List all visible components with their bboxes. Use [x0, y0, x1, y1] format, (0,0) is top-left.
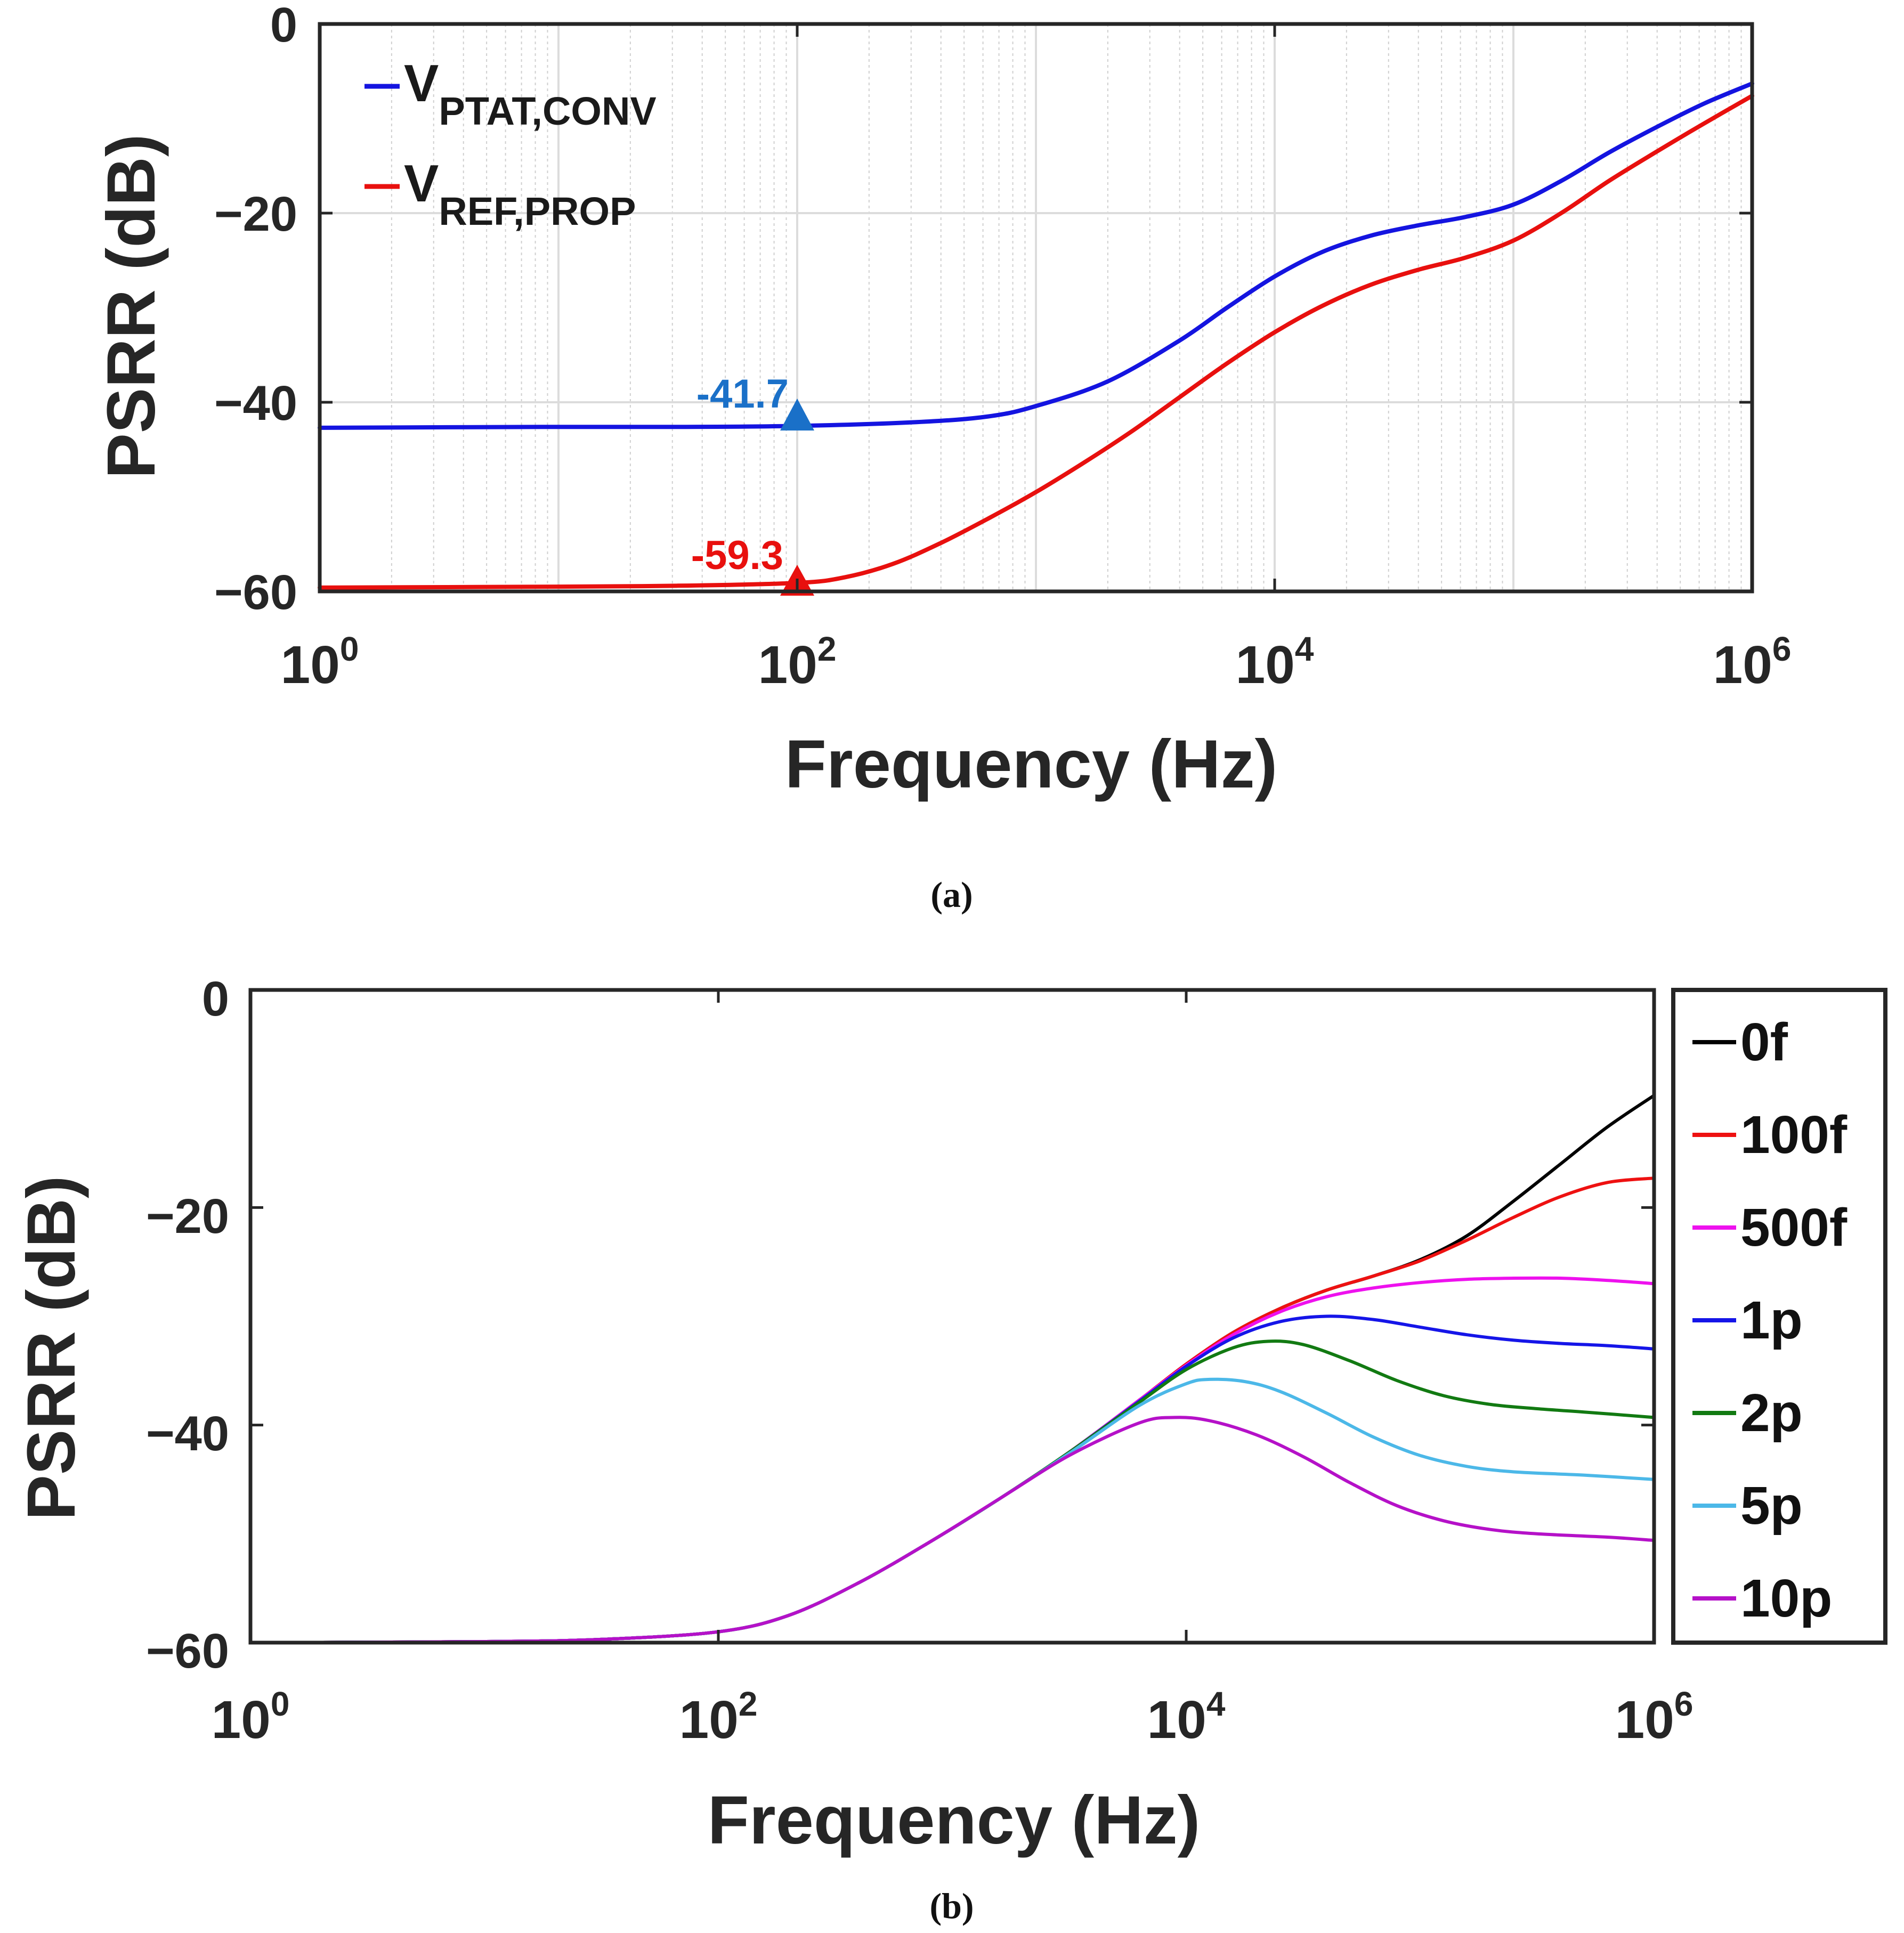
panel-a-xtick-1: 102 — [758, 630, 837, 695]
panel-a-ytick-2: −40 — [214, 376, 297, 431]
legend-label-5p: 5p — [1740, 1476, 1803, 1536]
panel-a-annotation-prop: -59.3 — [691, 533, 783, 578]
legend-label-500f: 500f — [1740, 1198, 1848, 1257]
panel-a-axes-frame — [318, 22, 1754, 594]
panel-b-ylabel: PSRR (dB) — [13, 1175, 90, 1520]
panel-a-tick-marks — [318, 22, 1754, 593]
series-line-ref-prop — [318, 93, 1754, 590]
panel-b: 0 −20 −40 −60 100 102 104 106 Frequency … — [13, 972, 1887, 1926]
panel-b-legend: 0f 100f 500f 1p 2p 5p 10p — [1692, 1012, 1848, 1628]
panel-a-ylabel: PSRR (dB) — [93, 134, 169, 478]
panel-b-axes-frame — [248, 988, 1656, 1645]
panel-a-annotation-conv: -41.7 — [696, 371, 789, 417]
panel-a-xtick-0: 100 — [281, 630, 359, 695]
panel-b-tick-marks — [249, 988, 1656, 1644]
panel-b-xtick-0: 100 — [212, 1685, 290, 1750]
panel-a-marker-conv — [780, 399, 814, 431]
legend-label-2p: 2p — [1740, 1383, 1803, 1443]
panel-b-ytick-1: −20 — [146, 1189, 229, 1244]
legend-label-1p: 1p — [1740, 1290, 1803, 1350]
legend-label-10p: 10p — [1740, 1569, 1832, 1628]
panel-a-ytick-0: 0 — [270, 0, 297, 52]
series-line-1p — [249, 1314, 1656, 1644]
legend-label-100f: 100f — [1740, 1105, 1848, 1165]
panel-b-legend-box — [1671, 988, 1887, 1645]
panel-b-xtick-2: 104 — [1147, 1685, 1226, 1750]
panel-b-ytick-2: −40 — [146, 1407, 229, 1461]
series-line-0f — [249, 1094, 1656, 1644]
panel-a-caption: (a) — [930, 874, 973, 915]
panel-b-xtick-3: 106 — [1615, 1685, 1694, 1750]
panel-b-ytick-0: 0 — [202, 972, 229, 1026]
series-line-2p — [249, 1339, 1656, 1644]
panel-a-xlabel: Frequency (Hz) — [785, 726, 1278, 802]
series-line-10p — [249, 1416, 1656, 1644]
panel-a-ytick-1: −20 — [214, 187, 297, 241]
panel-a-legend-label-prop: VREF,PROP — [404, 154, 636, 233]
panel-b-xlabel: Frequency (Hz) — [708, 1782, 1201, 1858]
series-line-5p — [249, 1377, 1656, 1644]
legend-label-0f: 0f — [1740, 1012, 1788, 1072]
panel-b-ytick-3: −60 — [146, 1624, 229, 1678]
panel-a-series — [318, 81, 1754, 590]
panel-b-xtick-1: 102 — [679, 1685, 758, 1750]
panel-a-ytick-3: −60 — [214, 565, 297, 620]
panel-a-xtick-2: 104 — [1236, 630, 1314, 695]
panel-b-series — [249, 1094, 1656, 1644]
panel-b-caption: (b) — [929, 1886, 974, 1926]
panel-a: 0 −20 −40 −60 100 102 104 106 Frequency … — [93, 0, 1791, 915]
panel-a-legend-label-conv: VPTAT,CONV — [404, 54, 657, 133]
panel-a-xtick-3: 106 — [1713, 630, 1792, 695]
series-line-ptat-conv — [318, 81, 1754, 430]
